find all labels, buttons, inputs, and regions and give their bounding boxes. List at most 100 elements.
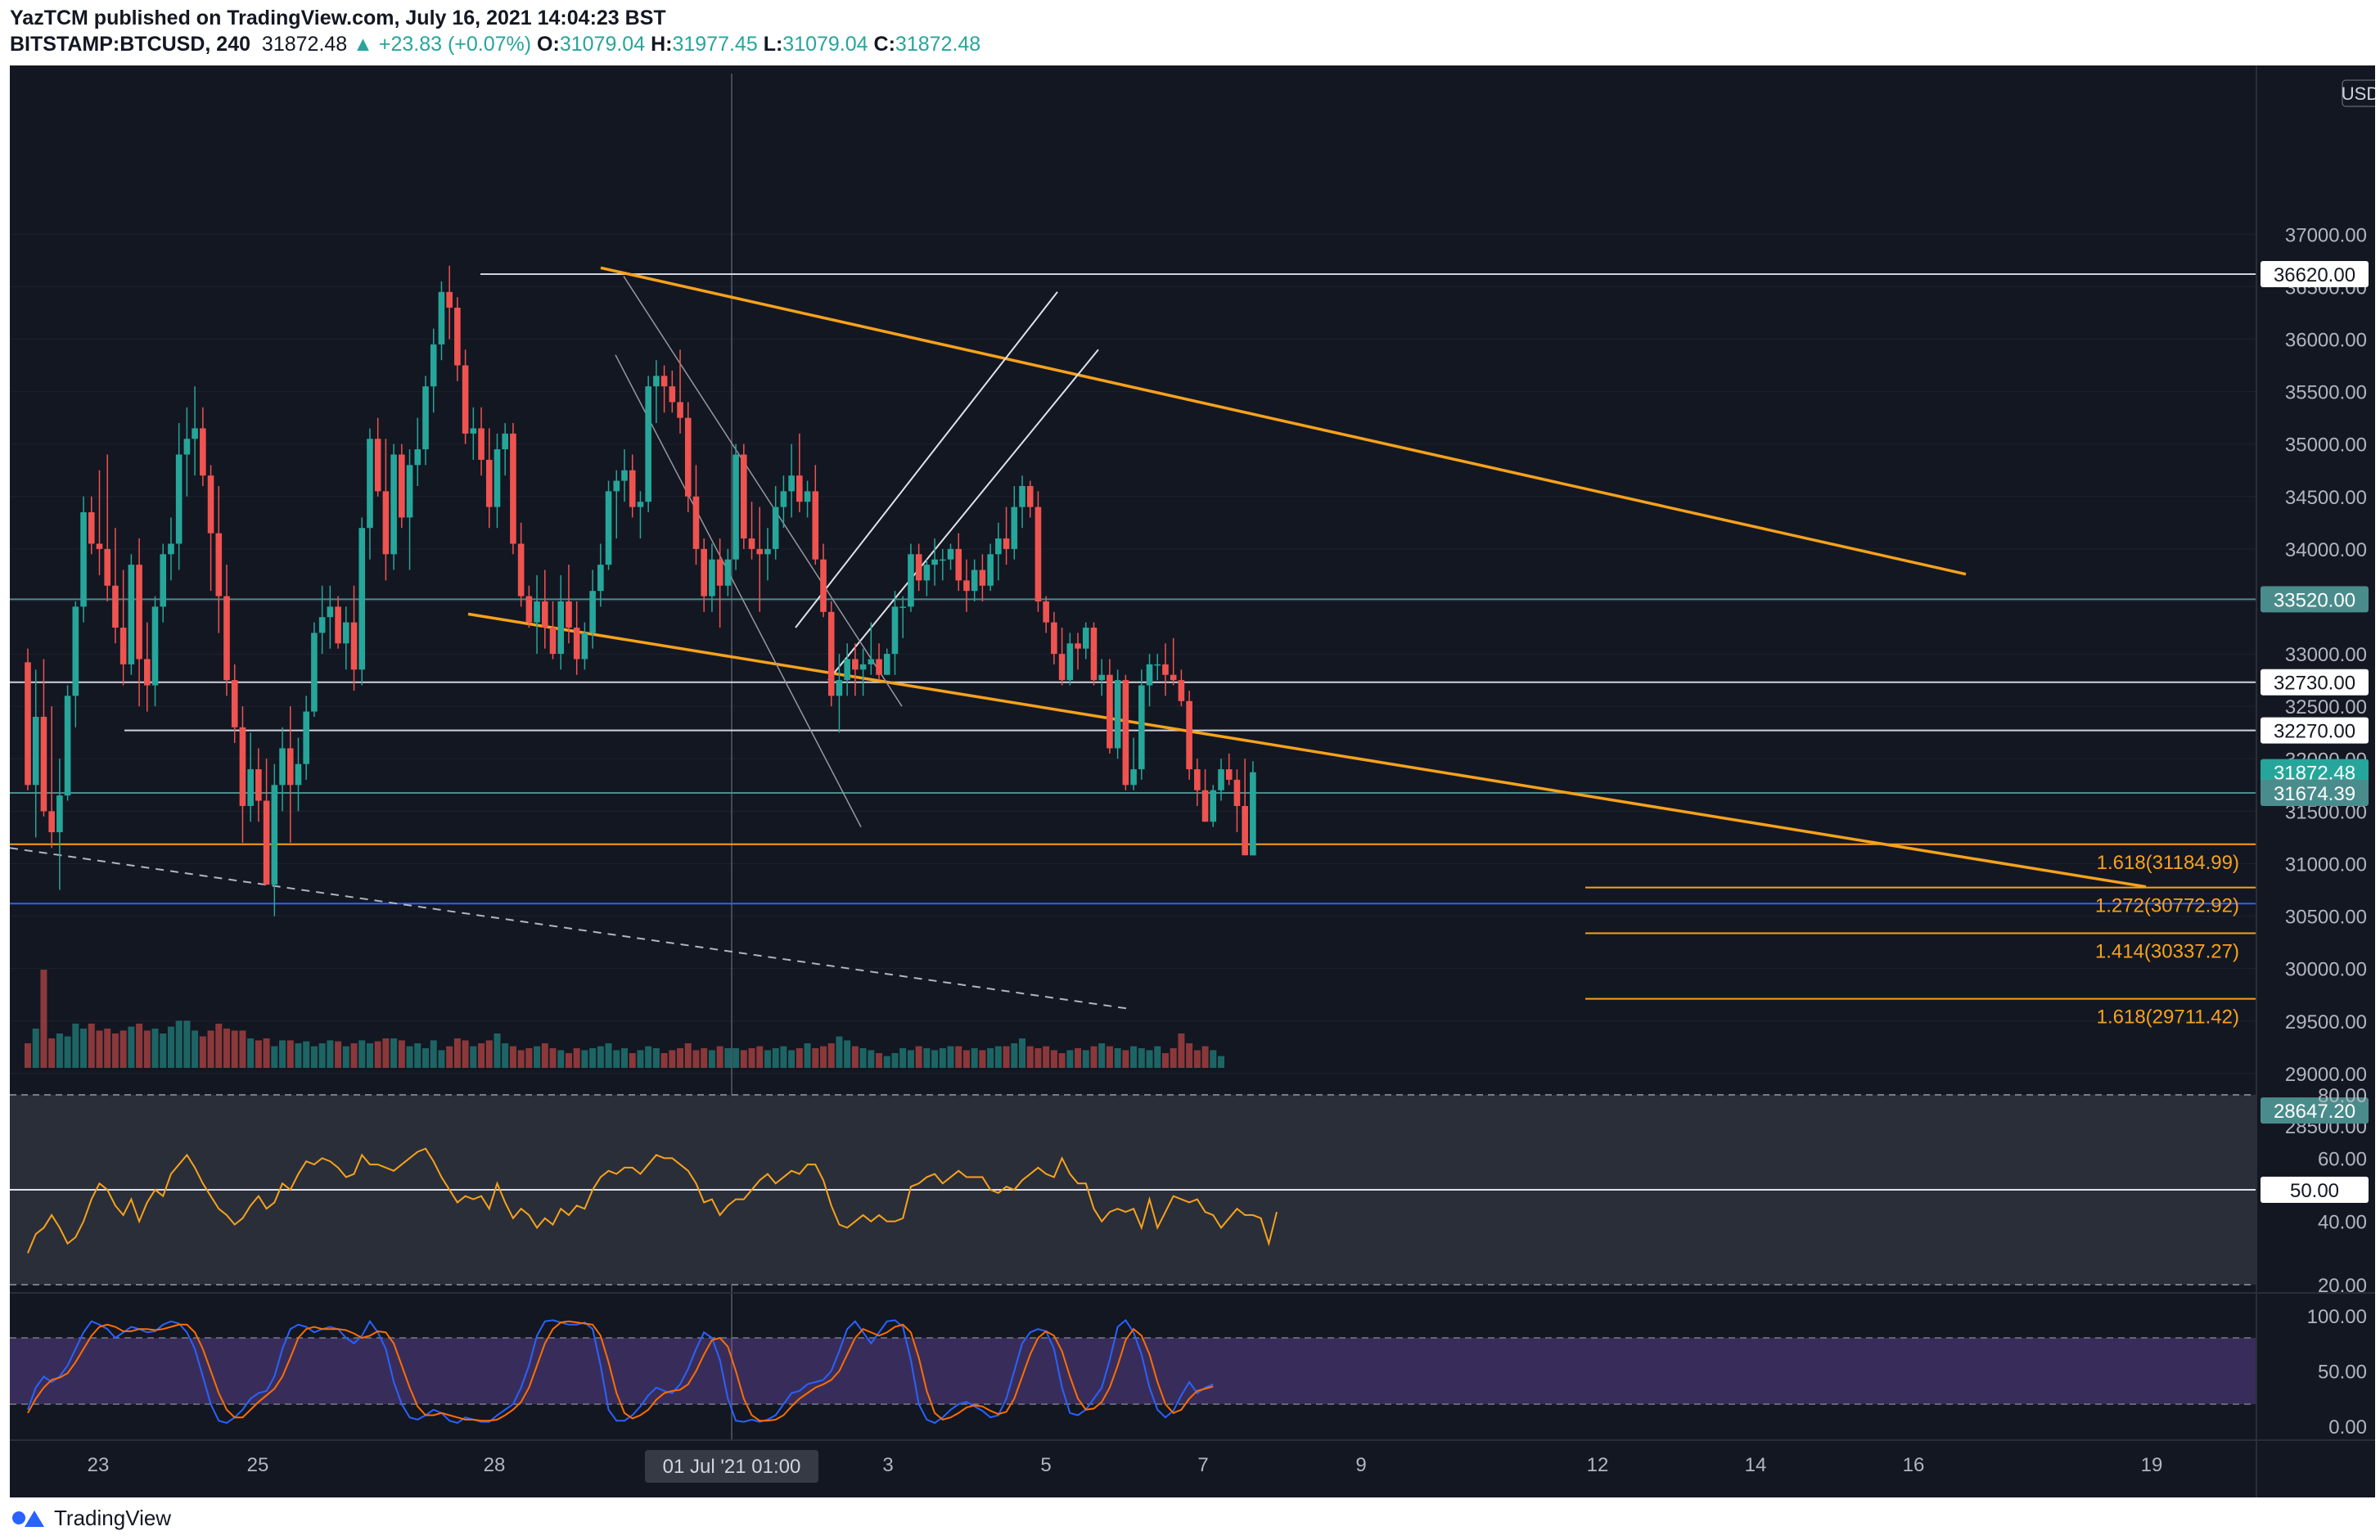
candle-body bbox=[534, 601, 540, 623]
candle-body bbox=[796, 475, 803, 502]
chart-svg[interactable]: 1.618(31184.99) 1.272(30772.92) 1.414(3033… bbox=[10, 65, 2375, 1497]
volume-bar bbox=[947, 1046, 954, 1068]
time-tick-label: 7 bbox=[1197, 1454, 1208, 1476]
volume-bar bbox=[915, 1046, 922, 1068]
volume-bar bbox=[192, 1030, 199, 1068]
volume-bar bbox=[804, 1043, 811, 1068]
candle-body bbox=[979, 570, 986, 586]
candle-body bbox=[542, 601, 548, 628]
volume-bar bbox=[430, 1040, 437, 1068]
price-label-box bbox=[2261, 586, 2369, 613]
candle-body bbox=[987, 554, 994, 586]
candle-body bbox=[1114, 680, 1121, 749]
volume-bar bbox=[438, 1050, 445, 1068]
rising-channel-line bbox=[827, 349, 1099, 681]
low-label: L: bbox=[763, 33, 783, 56]
candle-body bbox=[485, 459, 493, 507]
time-tick-label: 28 bbox=[484, 1454, 506, 1476]
candle-body bbox=[677, 402, 683, 418]
volume-bar bbox=[1161, 1053, 1169, 1068]
volume-bar bbox=[1058, 1053, 1066, 1068]
footer-brand: TradingView bbox=[54, 1505, 172, 1530]
price-tick-label: 34000.00 bbox=[2285, 539, 2367, 561]
volume-bar bbox=[48, 1038, 56, 1068]
candle-body bbox=[597, 565, 604, 592]
candle-body bbox=[367, 439, 373, 529]
volume-bar bbox=[509, 1046, 516, 1068]
rsi-tick-label: 60.00 bbox=[2318, 1148, 2367, 1170]
price-tick-label: 34500.00 bbox=[2285, 487, 2367, 509]
volume-bar bbox=[72, 1024, 79, 1068]
candle-body bbox=[358, 528, 366, 670]
volume-bar bbox=[979, 1050, 986, 1068]
volume-bar bbox=[279, 1040, 286, 1068]
candle-body bbox=[1107, 674, 1113, 749]
candle-body bbox=[836, 680, 843, 696]
candle-body bbox=[72, 606, 79, 696]
candle-body bbox=[1154, 664, 1161, 666]
price-label-box bbox=[2261, 780, 2369, 807]
rsi-level-box bbox=[2261, 1177, 2369, 1203]
candle-body bbox=[1011, 507, 1018, 549]
stoch-rsi-pane bbox=[10, 1318, 2256, 1425]
candle-body bbox=[748, 538, 755, 549]
candle-body bbox=[581, 633, 588, 660]
chart-area[interactable]: 1.618(31184.99) 1.272(30772.92) 1.414(3033… bbox=[10, 65, 2375, 1497]
candle-body bbox=[1178, 680, 1185, 701]
time-tick-label: 3 bbox=[882, 1454, 893, 1476]
volume-bar bbox=[1043, 1046, 1050, 1068]
candle-body bbox=[827, 611, 835, 696]
volume-bar bbox=[931, 1050, 939, 1068]
candle-body bbox=[1003, 538, 1010, 549]
symbol-label: BITSTAMP:BTCUSD, 240 bbox=[10, 33, 251, 56]
volume-bar bbox=[119, 1030, 127, 1068]
candle-body bbox=[716, 559, 723, 586]
volume-bar bbox=[1146, 1050, 1153, 1068]
price-tick-label: 36000.00 bbox=[2285, 329, 2367, 351]
price-label-text: 31674.39 bbox=[2274, 783, 2355, 805]
volume-bar bbox=[645, 1046, 652, 1068]
volume-bar bbox=[764, 1050, 771, 1068]
stoch-tick-label: 0.00 bbox=[2328, 1416, 2367, 1439]
stoch-d-line bbox=[27, 1320, 1214, 1422]
candle-body bbox=[517, 543, 525, 597]
volume-bar bbox=[1090, 1046, 1098, 1068]
candle-body bbox=[756, 548, 764, 555]
candle-body bbox=[406, 465, 413, 518]
volume-bar bbox=[534, 1046, 541, 1068]
volume-bar bbox=[1138, 1048, 1145, 1068]
volume-bar bbox=[286, 1040, 294, 1068]
volume-bar bbox=[1201, 1046, 1209, 1068]
stoch-tick-label: 50.00 bbox=[2318, 1362, 2367, 1384]
candle-body bbox=[112, 585, 119, 628]
candle-body bbox=[454, 308, 461, 366]
candle-body bbox=[931, 559, 938, 565]
time-axis: 23 25 28 3 5 7 9 12 14 16 19 01 Jul '21 01:00 bbox=[10, 1439, 2375, 1483]
candle-body bbox=[566, 601, 572, 628]
volume-bar bbox=[525, 1048, 533, 1068]
candle-body bbox=[462, 365, 469, 434]
volume-bar bbox=[955, 1046, 962, 1068]
last-price: 31872.48 bbox=[261, 33, 348, 56]
volume-bar bbox=[1114, 1048, 1121, 1068]
volume-bar bbox=[1193, 1050, 1201, 1068]
candle-body bbox=[40, 717, 47, 812]
volume-bar bbox=[677, 1048, 684, 1068]
tradingview-logo-icon bbox=[12, 1511, 44, 1527]
volume-bar bbox=[1050, 1050, 1057, 1068]
price-label-text: 36620.00 bbox=[2274, 264, 2355, 286]
candle-body bbox=[510, 433, 516, 544]
volume-bar bbox=[827, 1043, 835, 1068]
dashed-trendline bbox=[10, 847, 1128, 1010]
volume-bars bbox=[25, 970, 1224, 1068]
volume-bar bbox=[851, 1046, 859, 1068]
crosshair-time-label: 01 Jul '21 01:00 bbox=[663, 1456, 801, 1478]
candle-body bbox=[804, 491, 811, 502]
candle-body bbox=[1043, 601, 1049, 623]
candle-body bbox=[144, 659, 151, 686]
price-label-text: 32730.00 bbox=[2274, 673, 2355, 695]
lower-trendline bbox=[467, 612, 2147, 889]
volume-bar bbox=[1210, 1050, 1217, 1068]
stoch-k-line bbox=[27, 1318, 1214, 1425]
volume-bar bbox=[541, 1043, 548, 1068]
